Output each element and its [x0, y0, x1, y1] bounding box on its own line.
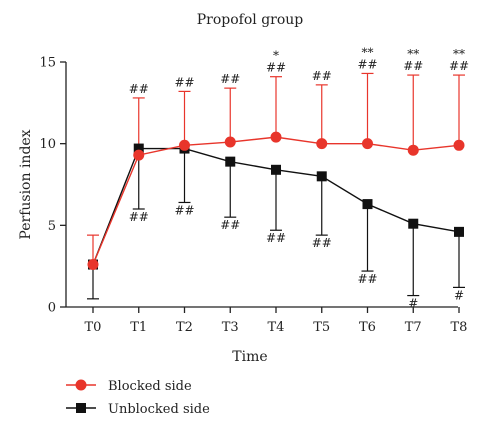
blocked-point — [316, 138, 328, 150]
significance-label: ** — [407, 47, 419, 61]
x-tick-label: T4 — [268, 320, 285, 335]
significance-label: ## — [449, 59, 469, 73]
x-tick-label: T0 — [85, 320, 102, 335]
x-tick-label: T3 — [222, 320, 239, 335]
significance-label: ## — [129, 82, 149, 96]
x-axis-title: Time — [232, 349, 267, 365]
x-tick-label: T5 — [313, 320, 330, 335]
y-tick-label: 15 — [39, 56, 56, 71]
legend: Blocked side Unblocked side — [66, 379, 210, 417]
significance-label: ## — [357, 272, 377, 286]
x-tick-label: T8 — [451, 320, 468, 335]
y-tick-label: 10 — [39, 137, 56, 152]
blocked-point — [407, 144, 419, 156]
x-tick-label: T2 — [176, 320, 193, 335]
unblocked-point — [133, 143, 144, 154]
y-tick-label: 5 — [48, 219, 56, 234]
unblocked-point — [454, 226, 464, 237]
x-tick-label: T7 — [405, 320, 422, 335]
blocked-point — [224, 136, 236, 148]
significance-label: # — [408, 297, 418, 311]
legend-unblocked-label: Unblocked side — [108, 402, 210, 417]
significance-label: ## — [312, 236, 332, 250]
unblocked-point — [271, 164, 281, 175]
significance-label: ## — [266, 231, 286, 245]
unblocked-point — [316, 171, 327, 182]
x-tick-label: T1 — [130, 320, 147, 335]
significance-label: ## — [174, 75, 194, 89]
legend-blocked-label: Blocked side — [108, 379, 192, 394]
significance-label: ## — [129, 210, 149, 224]
significance-label: ## — [266, 61, 286, 75]
blocked-point — [87, 259, 99, 271]
blocked-point — [270, 131, 282, 143]
unblocked-point — [225, 156, 236, 167]
significance-label: ** — [362, 45, 374, 59]
significance-label: * — [273, 49, 279, 63]
unblocked-point — [408, 218, 419, 229]
x-tick-label: T6 — [359, 320, 376, 335]
significance-label: ** — [453, 47, 465, 61]
significance-label: ## — [220, 218, 240, 232]
significance-label: ## — [174, 203, 194, 217]
blocked-point — [362, 138, 373, 150]
chart-title: Propofol group — [197, 12, 304, 28]
significance-label: ## — [312, 69, 332, 83]
significance-label: ## — [357, 57, 377, 71]
blocked-point — [453, 139, 465, 151]
significance-label: # — [454, 288, 464, 302]
y-tick-label: 0 — [48, 301, 56, 316]
legend-blocked-marker — [75, 379, 87, 391]
significance-label: ## — [403, 59, 423, 73]
blocked-point — [179, 139, 190, 151]
legend-unblocked-marker — [76, 403, 86, 413]
unblocked-point — [362, 199, 373, 210]
y-axis-title: Perfusion index — [18, 129, 34, 239]
blocked-point — [133, 149, 145, 161]
significance-label: ## — [220, 72, 240, 86]
